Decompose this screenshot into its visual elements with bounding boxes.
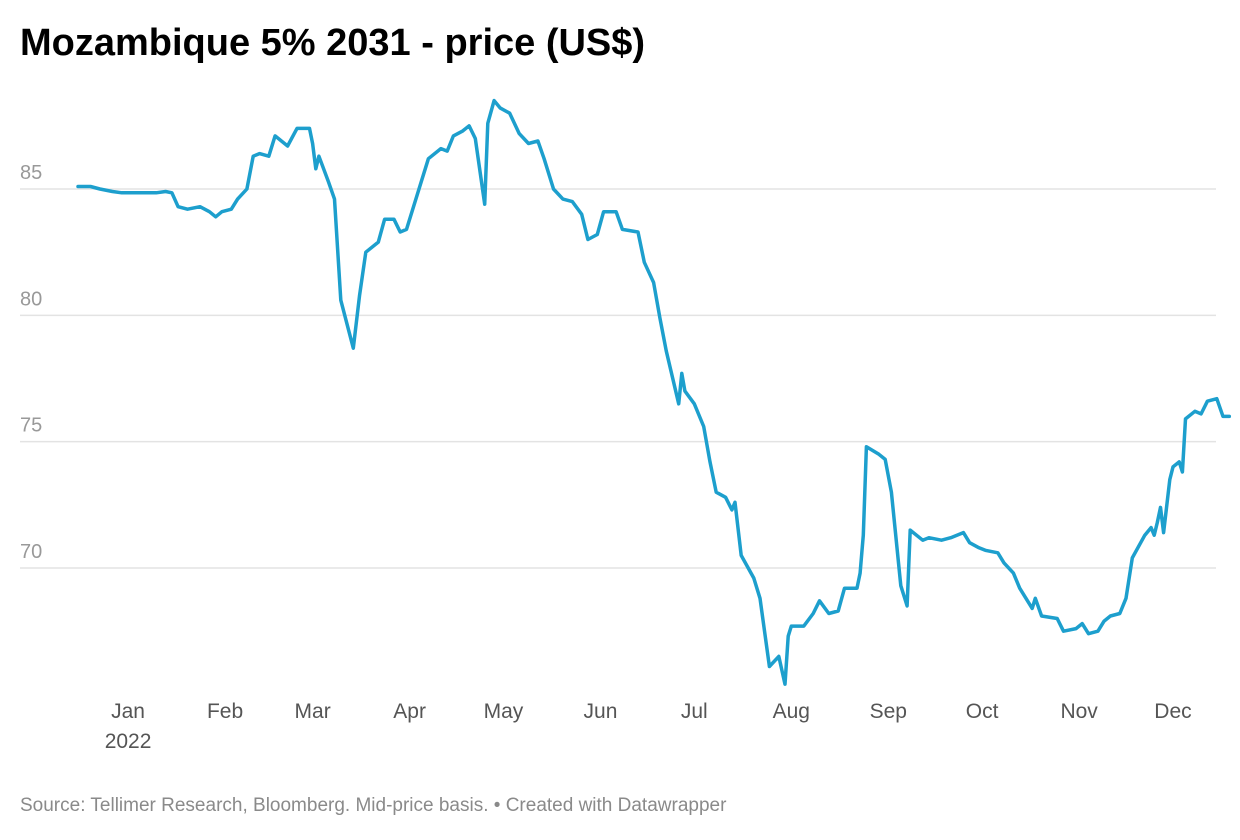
x-tick-sublabel: 2022 (105, 730, 152, 753)
y-tick-label: 80 (20, 288, 42, 310)
x-tick-label: Sep (870, 700, 907, 723)
line-chart: 70 75 80 85 Jan 2022 Feb Mar Apr May Jun Jul Aug Sep… (20, 98, 1232, 753)
x-tick-label: Dec (1154, 700, 1191, 723)
x-tick-label: Jul (681, 700, 708, 723)
x-tick-label: Nov (1060, 700, 1098, 723)
x-tick-label: Oct (966, 700, 999, 723)
chart-source-note: Source: Tellimer Research, Bloomberg. Mi… (20, 795, 727, 816)
x-tick-label: Mar (295, 700, 331, 723)
series-line-0 (76, 98, 1232, 686)
x-tick-label: Jun (584, 700, 618, 723)
x-tick-label: May (484, 700, 524, 723)
y-tick-label: 85 (20, 162, 42, 184)
x-tick-label: Jan (111, 700, 145, 723)
gridlines (20, 188, 1216, 569)
y-tick-label: 70 (20, 541, 42, 563)
chart-title: Mozambique 5% 2031 - price (US$) (20, 22, 646, 64)
x-axis-ticks: Jan 2022 Feb Mar Apr May Jun Jul Aug Sep Oct Nov Dec (105, 700, 1192, 753)
series-group (76, 98, 1232, 686)
y-axis-ticks: 70 75 80 85 (20, 162, 42, 563)
x-tick-label: Apr (393, 700, 426, 723)
x-tick-label: Feb (207, 700, 243, 723)
x-tick-label: Aug (773, 700, 810, 723)
y-tick-label: 75 (20, 415, 42, 437)
